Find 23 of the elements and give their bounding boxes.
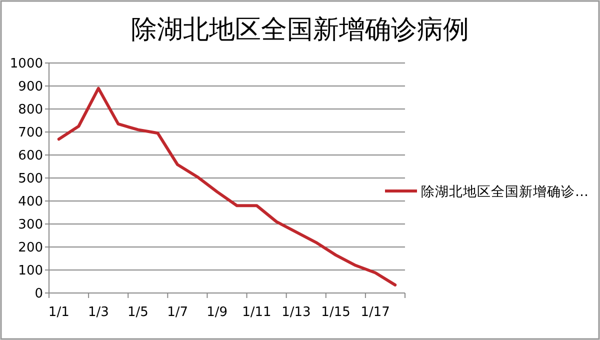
x-tick-label: 1/13 [282,305,311,320]
x-tick-label: 1/11 [242,305,272,320]
x-tick-label: 1/15 [321,305,350,320]
x-tick-label: 1/17 [360,305,390,320]
y-tick-label: 800 [18,102,43,118]
legend-label: 除湖北地区全国新增确诊… [421,184,588,200]
y-tick-label: 0 [34,286,43,302]
y-tick-label: 500 [18,172,43,186]
x-tick-label: 1/5 [128,305,148,320]
y-tick-label: 200 [18,240,43,256]
y-tick-label: 300 [18,218,43,232]
y-tick-label: 1000 [10,56,43,72]
y-tick-label: 700 [18,126,43,140]
x-tick-label: 1/3 [88,305,109,320]
x-tick-label: 1/7 [167,305,188,320]
y-tick-label: 600 [18,148,43,164]
x-tick-label: 1/1 [48,305,70,320]
y-tick-label: 400 [18,194,43,210]
y-tick-label: 900 [18,80,43,94]
line-series [57,86,397,286]
y-tick-label: 100 [18,264,43,278]
chart-title: 除湖北地区全国新增确诊病例 [131,15,469,45]
x-tick-label: 1/9 [206,305,228,320]
